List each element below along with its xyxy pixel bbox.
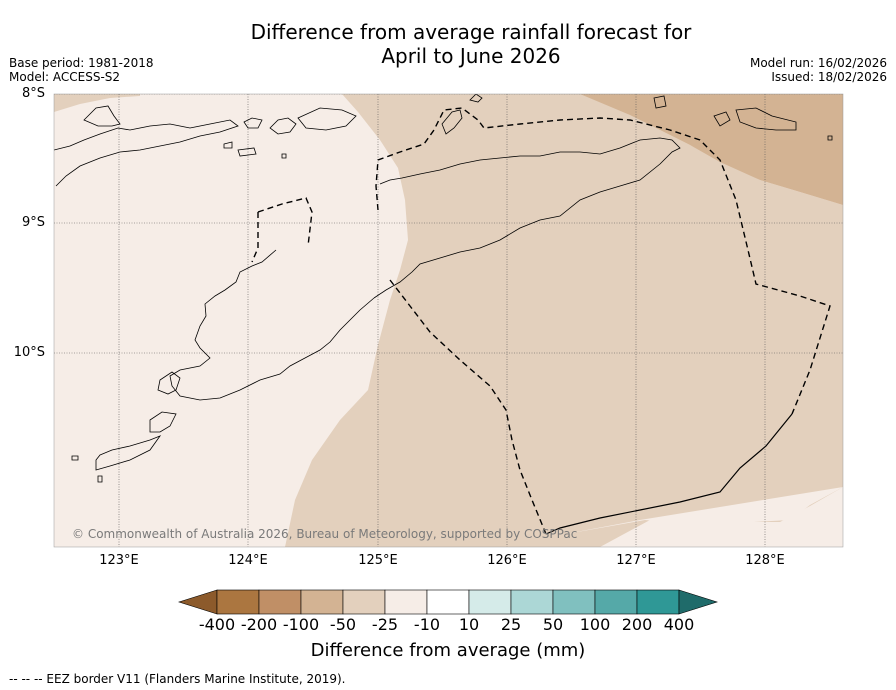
- colorbar-cell: [594, 589, 638, 615]
- colorbar-tick-label: 50: [542, 615, 564, 634]
- colorbar-tick-label: 400: [663, 615, 695, 634]
- lat-label-8s: 8°S: [21, 86, 45, 101]
- colorbar-cell: [468, 589, 512, 615]
- colorbar-cell: [342, 589, 386, 615]
- colorbar-tick-label: 25: [500, 615, 522, 634]
- graticule: [54, 94, 843, 547]
- colorbar-cell: [510, 589, 554, 615]
- coastline: [54, 94, 833, 483]
- eez-footnote: -- -- -- EEZ border V11 (Flanders Marine…: [9, 672, 346, 686]
- colorbar-cell: [552, 589, 596, 615]
- colorbar-tick-label: 100: [579, 615, 611, 634]
- colorbar-tick-label: 10: [458, 615, 480, 634]
- meta-left: Base period: 1981-2018 Model: ACCESS-S2: [9, 56, 154, 84]
- map-title: Difference from average rainfall forecas…: [0, 20, 896, 68]
- issued-date: Issued: 18/02/2026: [771, 70, 887, 84]
- colorbar-tick-label: -200: [240, 615, 278, 634]
- region-dry-topleft: [54, 94, 140, 112]
- colorbar-cell: [426, 589, 470, 615]
- lat-label-9s: 9°S: [21, 215, 45, 230]
- region-slightly-dry-br: [600, 487, 843, 547]
- base-period: Base period: 1981-2018: [9, 56, 154, 70]
- colorbar-extend-low: [178, 589, 218, 615]
- region-very-dry: [580, 94, 843, 205]
- meta-right: Model run: 16/02/2026 Issued: 18/02/2026: [750, 56, 887, 84]
- title-line-2: April to June 2026: [381, 44, 561, 68]
- colorbar-cell: [636, 589, 680, 615]
- lon-label-126e: 126°E: [487, 553, 527, 568]
- colorbar-cell: [258, 589, 302, 615]
- eez-border-solid: [545, 413, 793, 535]
- colorbar-cell: [300, 589, 344, 615]
- colorbar-tick-label: -100: [282, 615, 320, 634]
- colorbar-tick-label: -10: [413, 615, 441, 634]
- colorbar-tick-label: -50: [329, 615, 357, 634]
- lon-label-128e: 128°E: [745, 553, 785, 568]
- colorbar-title: Difference from average (mm): [310, 640, 586, 661]
- colorbar-tick-label: 200: [621, 615, 653, 634]
- lat-label-10s: 10°S: [13, 345, 45, 360]
- region-dry: [54, 94, 843, 547]
- lon-label-123e: 123°E: [99, 553, 139, 568]
- title-line-1: Difference from average rainfall forecas…: [250, 20, 692, 44]
- copyright-credit: © Commonwealth of Australia 2026, Bureau…: [72, 527, 578, 541]
- lon-label-124e: 124°E: [228, 553, 268, 568]
- colorbar-tick-label: -400: [198, 615, 236, 634]
- model-name: Model: ACCESS-S2: [9, 70, 121, 84]
- colorbar-extend-high: [678, 589, 718, 615]
- model-run: Model run: 16/02/2026: [749, 56, 887, 70]
- lon-label-127e: 127°E: [616, 553, 656, 568]
- colorbar-cell: [384, 589, 428, 615]
- colorbar-tick-label: -25: [371, 615, 399, 634]
- lon-label-125e: 125°E: [358, 553, 398, 568]
- colorbar-cell: [216, 589, 260, 615]
- eez-border: [251, 107, 831, 535]
